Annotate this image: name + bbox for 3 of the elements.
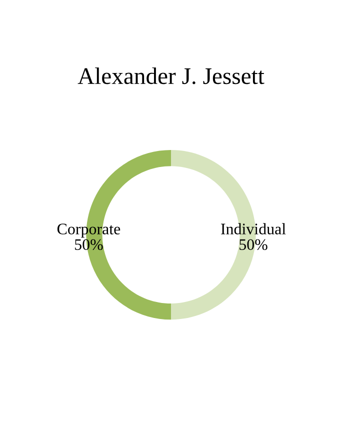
slice-label: Individual	[221, 223, 286, 234]
chart-title: Alexander J. Jessett	[78, 67, 264, 84]
data-label: 50%	[240, 239, 268, 250]
